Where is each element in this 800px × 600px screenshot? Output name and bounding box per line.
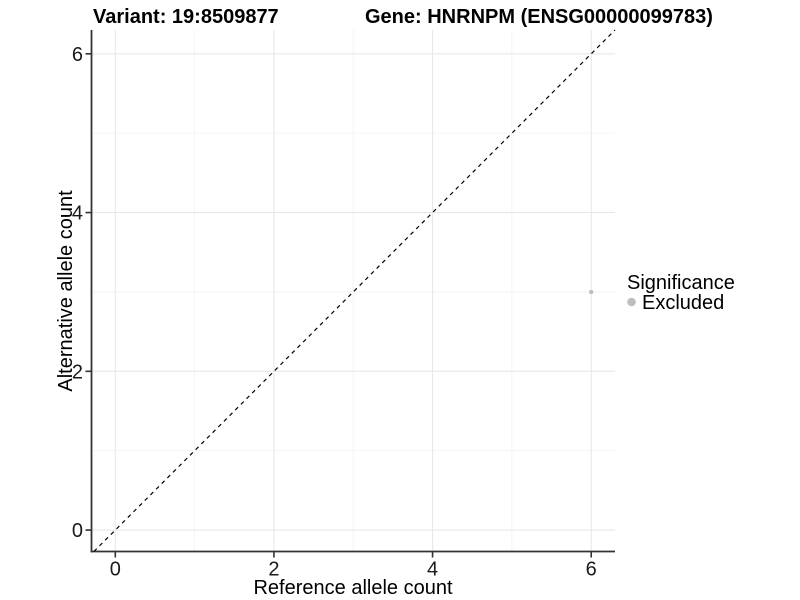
x-tick-label: 2: [268, 559, 279, 581]
y-tick-label: 6: [72, 44, 83, 66]
variant-title: Variant: 19:8509877: [93, 6, 279, 28]
axis-lines: [90, 30, 615, 553]
gene-title: Gene: HNRNPM (ENSG00000099783): [365, 6, 713, 28]
legend-key-dot: [627, 297, 636, 307]
x-tick-label: 6: [586, 559, 597, 581]
legend: Significance Excluded: [627, 272, 735, 314]
legend-item-label: Excluded: [642, 292, 724, 314]
x-axis-tick-labels: 0 2 4 6: [110, 559, 597, 581]
y-axis-title: Alternative allele count: [55, 190, 77, 392]
identity-dashed-line: [93, 29, 616, 552]
data-point: [589, 289, 594, 295]
y-axis-tick-labels: 0 2 4 6: [72, 44, 83, 542]
y-tick-label: 0: [72, 520, 83, 542]
identity-line: [93, 29, 616, 552]
major-gridlines: [91, 30, 615, 552]
data-points: [589, 289, 594, 295]
x-tick-label: 0: [110, 559, 121, 581]
minor-gridlines: [91, 30, 615, 552]
axis-tick-marks: [85, 53, 593, 558]
y-tick-label: 2: [72, 361, 83, 383]
x-axis-title: Reference allele count: [253, 577, 452, 599]
legend-title: Significance: [627, 272, 735, 294]
y-tick-label: 4: [72, 203, 83, 225]
x-tick-label: 4: [427, 559, 438, 581]
